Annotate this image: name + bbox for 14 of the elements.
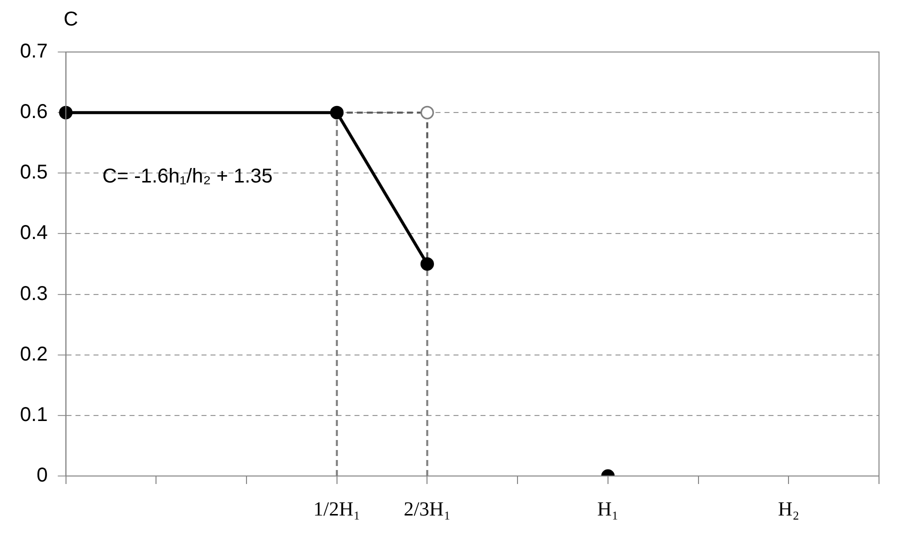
x-tick-label: H₁	[597, 498, 619, 520]
y-tick-label: 0.6	[20, 101, 48, 124]
x-tick-label: H₂	[778, 498, 800, 520]
y-tick-label: 0.4	[20, 222, 48, 244]
y-tick-label: 0.1	[20, 404, 48, 426]
y-tick-label: 0.7	[20, 40, 48, 63]
y-tick-label: 0	[36, 464, 48, 487]
x-tick-label: 1/2H₁	[313, 498, 360, 520]
y-axis-title: C	[64, 8, 78, 31]
y-tick-label: 0.5	[20, 162, 48, 184]
y-tick-label: 0.3	[20, 282, 48, 305]
annotation: C= -1.6h₁/h₂ + 1.35	[102, 166, 273, 188]
y-tick-label: 0.2	[20, 343, 48, 366]
x-tick-label: 2/3H₁	[404, 498, 451, 520]
